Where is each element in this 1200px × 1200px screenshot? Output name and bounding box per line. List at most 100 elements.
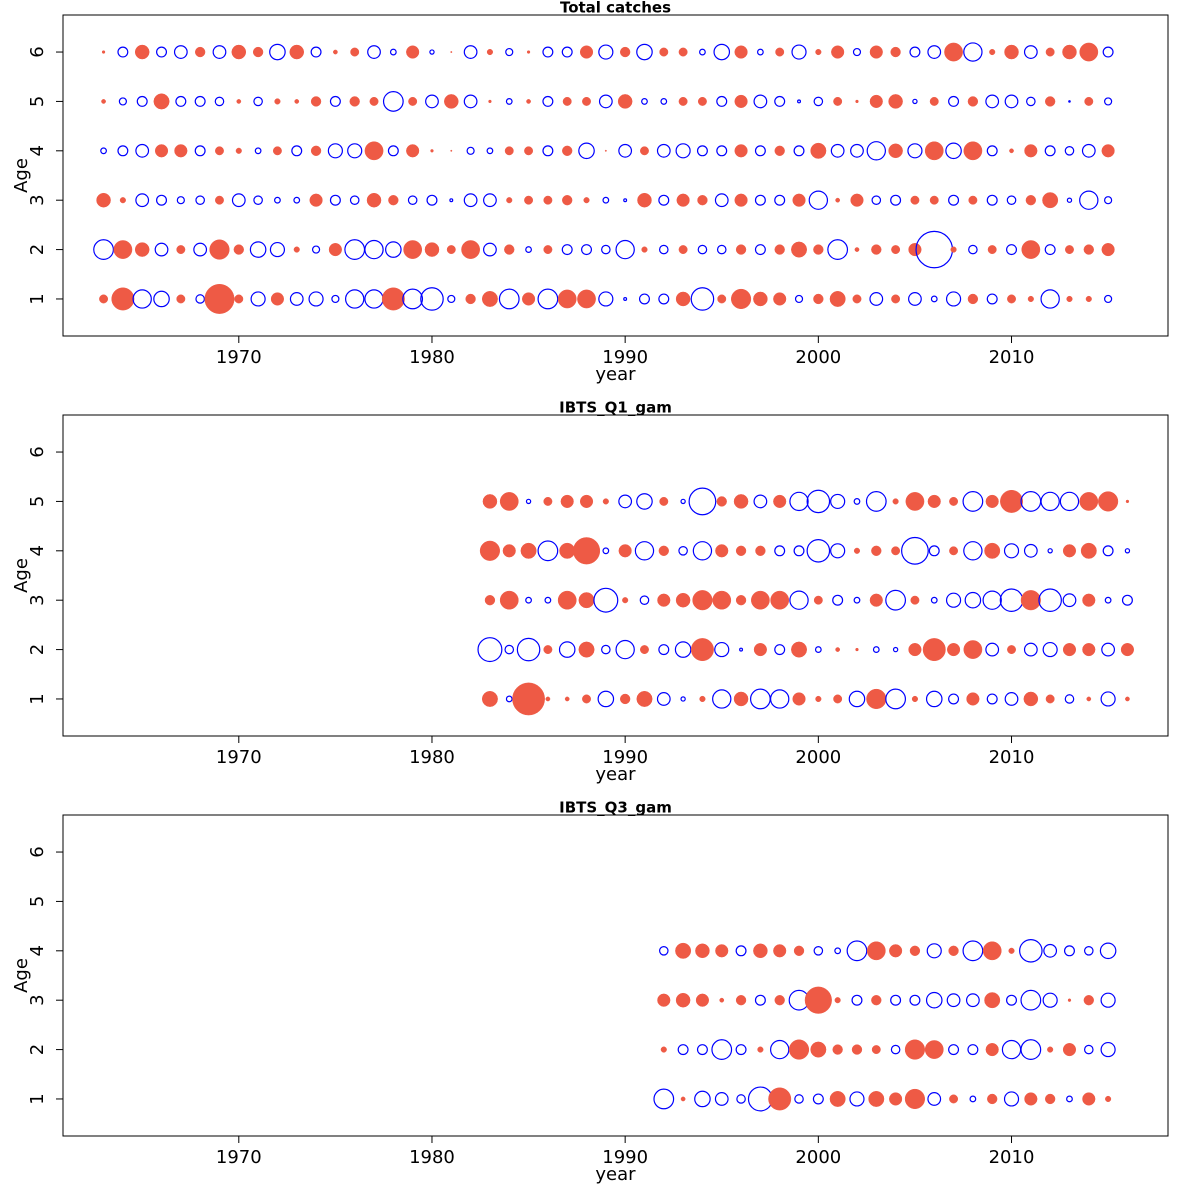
bubble — [502, 544, 516, 558]
bubble — [1007, 294, 1016, 304]
bubble — [1125, 696, 1130, 702]
bubble — [714, 193, 729, 208]
bubble — [850, 193, 864, 207]
bubble — [835, 197, 841, 203]
bubble — [716, 244, 727, 255]
bubble — [579, 45, 594, 59]
bubble — [924, 1040, 944, 1059]
bubble — [688, 487, 717, 516]
bubble — [578, 142, 595, 160]
bubble — [1026, 96, 1036, 107]
bubble — [385, 241, 402, 258]
bubble — [1044, 145, 1056, 157]
bubble — [465, 293, 476, 305]
bubble — [1084, 96, 1094, 106]
bubble — [461, 240, 480, 259]
bubble — [1040, 289, 1060, 309]
bubble — [425, 94, 439, 109]
bubble — [869, 94, 883, 108]
bubble — [890, 46, 901, 58]
bubble — [678, 96, 688, 106]
bubble — [967, 1044, 979, 1056]
bubble — [907, 143, 923, 159]
bubble — [714, 641, 730, 658]
bubble — [1019, 939, 1043, 963]
bubble — [231, 44, 247, 60]
y-tick-label: 1 — [27, 293, 48, 304]
bubble — [966, 692, 980, 706]
bubble — [892, 498, 899, 505]
bubble — [908, 643, 922, 657]
bubble — [813, 293, 824, 305]
bubble — [926, 943, 942, 959]
bubble — [791, 641, 807, 658]
bubble — [1100, 992, 1116, 1008]
bubble — [866, 141, 886, 161]
bubble — [559, 542, 576, 559]
bubble — [827, 239, 849, 260]
bubble — [289, 292, 304, 306]
bubble — [639, 595, 650, 605]
bubble — [524, 146, 534, 156]
bubble — [235, 147, 242, 154]
bubble — [1020, 491, 1042, 512]
bubble — [463, 94, 478, 109]
bubble — [194, 95, 206, 107]
bubble — [675, 942, 692, 959]
bubble — [680, 696, 686, 702]
bubble — [344, 239, 366, 260]
bubble — [134, 242, 150, 257]
bubble — [675, 291, 691, 307]
bubble — [985, 642, 1000, 657]
bubble — [855, 99, 859, 104]
bubble — [1100, 1041, 1116, 1058]
bubble — [753, 94, 768, 109]
y-tick-label: 5 — [27, 896, 48, 907]
bubble — [830, 493, 846, 510]
bubble — [602, 498, 609, 505]
bubble — [850, 143, 864, 158]
plot-frame — [62, 814, 1169, 1137]
bubble — [908, 292, 922, 306]
bubble — [636, 43, 653, 61]
bubble — [1082, 1092, 1096, 1106]
bubble — [889, 944, 903, 958]
bubble — [562, 145, 573, 156]
bubble — [890, 994, 902, 1006]
bubble — [636, 691, 653, 707]
bubble — [853, 498, 861, 505]
bubble — [871, 545, 882, 556]
bubble — [366, 192, 382, 208]
bubble — [872, 646, 880, 653]
bubble — [234, 294, 244, 304]
bubble — [985, 1043, 999, 1057]
bubble — [1044, 244, 1056, 256]
bubble — [774, 145, 785, 156]
bubble — [1101, 243, 1115, 257]
bubble — [1023, 642, 1038, 657]
bubble — [252, 46, 264, 58]
bubble — [871, 1045, 881, 1055]
bubble — [753, 943, 768, 959]
bubble — [775, 47, 785, 57]
bubble — [658, 644, 670, 656]
x-tick-label: 1980 — [409, 347, 455, 368]
bubble — [477, 637, 503, 663]
y-tick-label: 6 — [27, 46, 48, 57]
x-tick-label: 1990 — [602, 1147, 648, 1168]
bubble — [194, 145, 206, 157]
chart-title: IBTS_Q1_gam — [559, 399, 672, 417]
bubble — [659, 47, 669, 57]
bubble — [1064, 146, 1075, 156]
bubble — [945, 142, 962, 160]
bubble — [945, 592, 962, 608]
bubble — [209, 239, 230, 260]
bubble — [522, 292, 536, 306]
bubble — [1024, 144, 1038, 158]
bubble — [561, 46, 573, 58]
bubble — [949, 496, 959, 506]
bubble — [1079, 190, 1099, 210]
bubble — [659, 496, 669, 506]
bubble — [329, 194, 341, 206]
bubble — [794, 294, 804, 304]
